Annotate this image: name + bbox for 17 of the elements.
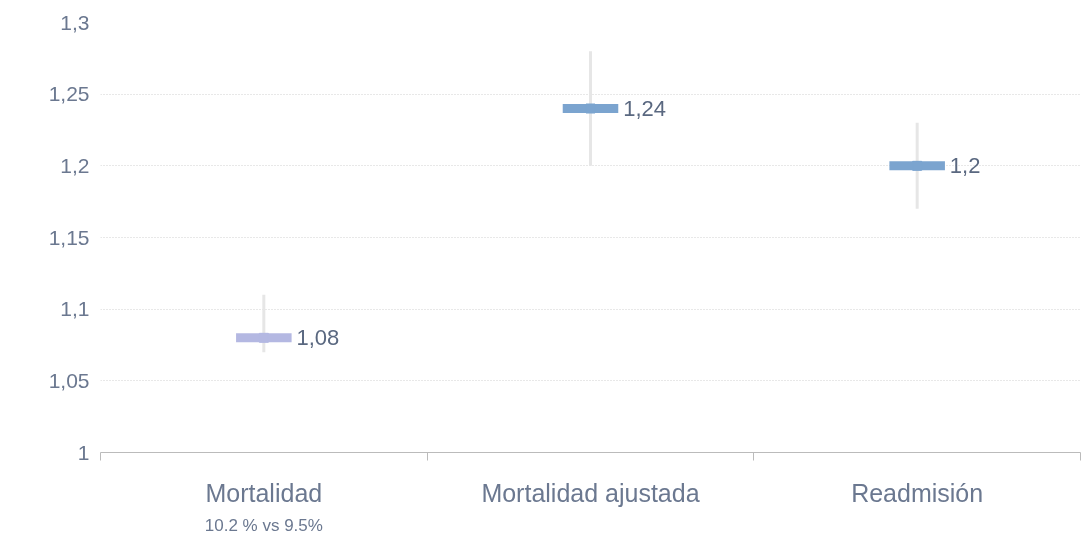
y-tick-label: 1,05 — [48, 368, 90, 392]
y-tick-label: 1,3 — [60, 10, 90, 34]
data-label: 1,08 — [296, 325, 340, 351]
data-label: 1,24 — [623, 96, 666, 121]
data-label: 1,2 — [949, 153, 981, 179]
y-tick-label: 1 — [77, 440, 90, 464]
point — [912, 160, 923, 171]
point — [258, 332, 269, 343]
x-tick-label: Mortalidad — [205, 478, 323, 507]
y-tick-label: 1,25 — [48, 82, 90, 106]
y-tick-label: 1,15 — [48, 225, 90, 249]
x-tick-label: Readmisión — [851, 478, 984, 507]
y-tick-label: 1,2 — [60, 153, 90, 177]
y-tick-label: 1,1 — [60, 297, 90, 321]
x-tick-label: Mortalidad ajustada — [481, 478, 700, 507]
text: 10.2 % vs 9.5% — [204, 515, 323, 535]
point — [585, 103, 596, 114]
